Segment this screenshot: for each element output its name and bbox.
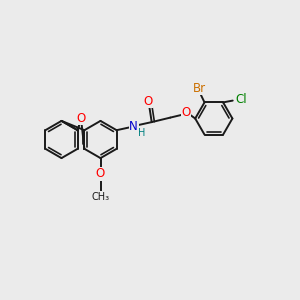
Text: O: O xyxy=(143,94,153,108)
Text: H: H xyxy=(138,128,145,138)
Text: O: O xyxy=(76,112,85,125)
Text: O: O xyxy=(96,167,105,180)
Text: N: N xyxy=(129,119,138,133)
Text: CH₃: CH₃ xyxy=(92,191,110,202)
Text: Cl: Cl xyxy=(235,93,247,106)
Text: O: O xyxy=(181,106,190,119)
Text: Br: Br xyxy=(193,82,206,95)
